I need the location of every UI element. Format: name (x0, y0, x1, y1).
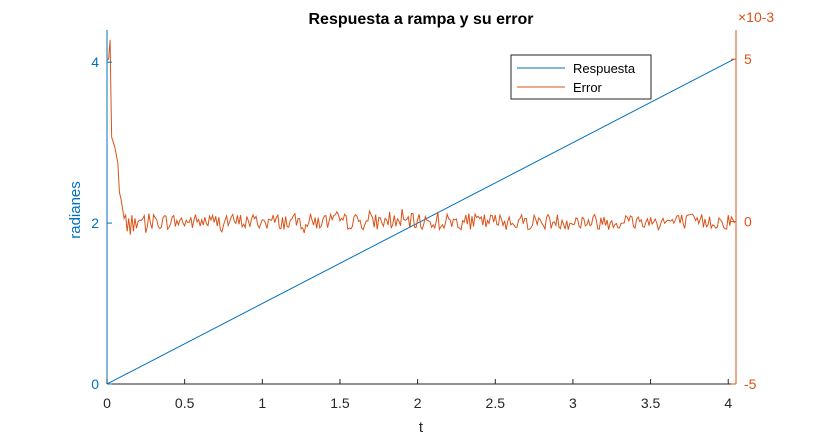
left-tick-label: 2 (91, 215, 99, 231)
legend-box (510, 54, 652, 100)
right-tick-label: -5 (744, 376, 757, 392)
right-axis-multiplier: ×10-3 (738, 9, 774, 25)
y-axis-label-left: radianes (67, 181, 84, 239)
right-tick-label: 0 (744, 214, 752, 230)
x-tick-label: 0.5 (175, 395, 195, 411)
series-line-respuesta (106, 58, 735, 385)
legend-label-respuesta: Respuesta (573, 61, 636, 76)
left-axis-ticks: 0 2 4 (91, 54, 112, 392)
x-tick-label: 1 (258, 395, 266, 411)
right-tick-label: 5 (744, 51, 752, 67)
x-tick-label: 2.5 (486, 395, 506, 411)
x-tick-label: 1.5 (330, 395, 350, 411)
x-axis-ticks: 0 0.5 1 1.5 2 2.5 3 3.5 4 (103, 379, 732, 411)
x-axis-label: t (419, 419, 424, 433)
x-tick-label: 3 (569, 395, 577, 411)
legend-label-error: Error (573, 80, 603, 95)
x-tick-label: 3.5 (641, 395, 661, 411)
left-tick-label: 0 (91, 376, 99, 392)
plot-area (106, 30, 737, 385)
x-tick-label: 2 (414, 395, 422, 411)
left-tick-label: 4 (91, 54, 99, 70)
chart-title: Respuesta a rampa y su error (309, 11, 534, 28)
x-tick-label: 0 (103, 395, 111, 411)
right-axis-ticks: -5 0 5 (731, 51, 757, 392)
legend: Respuesta Error (510, 54, 652, 100)
series-line-error (107, 39, 735, 235)
x-tick-label: 4 (724, 395, 732, 411)
